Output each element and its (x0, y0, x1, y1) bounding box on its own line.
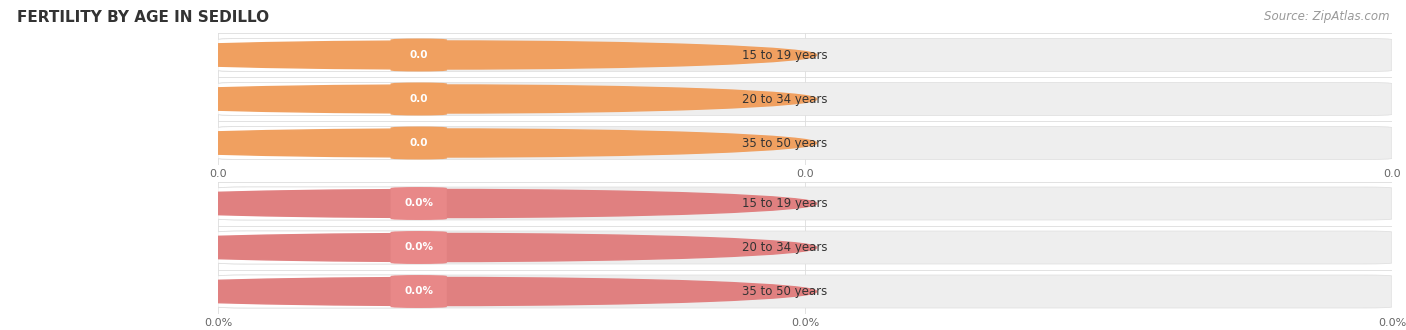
FancyBboxPatch shape (218, 82, 447, 116)
Text: 0.0%: 0.0% (404, 243, 433, 252)
FancyBboxPatch shape (391, 39, 447, 72)
FancyBboxPatch shape (391, 82, 447, 116)
Circle shape (69, 234, 817, 261)
Text: 15 to 19 years: 15 to 19 years (742, 197, 828, 210)
FancyBboxPatch shape (218, 275, 447, 308)
Text: 0.0: 0.0 (409, 94, 427, 104)
Circle shape (69, 278, 817, 306)
FancyBboxPatch shape (218, 39, 1392, 72)
Text: 15 to 19 years: 15 to 19 years (742, 49, 828, 61)
FancyBboxPatch shape (218, 231, 1392, 264)
FancyBboxPatch shape (391, 275, 447, 308)
Text: 0.0: 0.0 (409, 50, 427, 60)
FancyBboxPatch shape (218, 126, 1392, 159)
Text: 0.0%: 0.0% (404, 199, 433, 209)
Text: FERTILITY BY AGE IN SEDILLO: FERTILITY BY AGE IN SEDILLO (17, 10, 269, 25)
Text: Source: ZipAtlas.com: Source: ZipAtlas.com (1264, 10, 1389, 23)
Circle shape (69, 41, 817, 69)
Text: 0.0: 0.0 (409, 138, 427, 148)
FancyBboxPatch shape (391, 187, 447, 220)
Text: 35 to 50 years: 35 to 50 years (742, 285, 827, 298)
Text: 20 to 34 years: 20 to 34 years (742, 92, 827, 106)
Circle shape (69, 129, 817, 157)
FancyBboxPatch shape (218, 39, 447, 72)
Circle shape (69, 85, 817, 113)
Text: 35 to 50 years: 35 to 50 years (742, 137, 827, 149)
FancyBboxPatch shape (218, 231, 447, 264)
Text: 0.0%: 0.0% (404, 286, 433, 296)
Circle shape (69, 189, 817, 217)
FancyBboxPatch shape (218, 126, 447, 159)
FancyBboxPatch shape (218, 187, 1392, 220)
FancyBboxPatch shape (218, 187, 447, 220)
FancyBboxPatch shape (391, 126, 447, 159)
FancyBboxPatch shape (218, 82, 1392, 116)
FancyBboxPatch shape (218, 275, 1392, 308)
FancyBboxPatch shape (391, 231, 447, 264)
Text: 20 to 34 years: 20 to 34 years (742, 241, 827, 254)
